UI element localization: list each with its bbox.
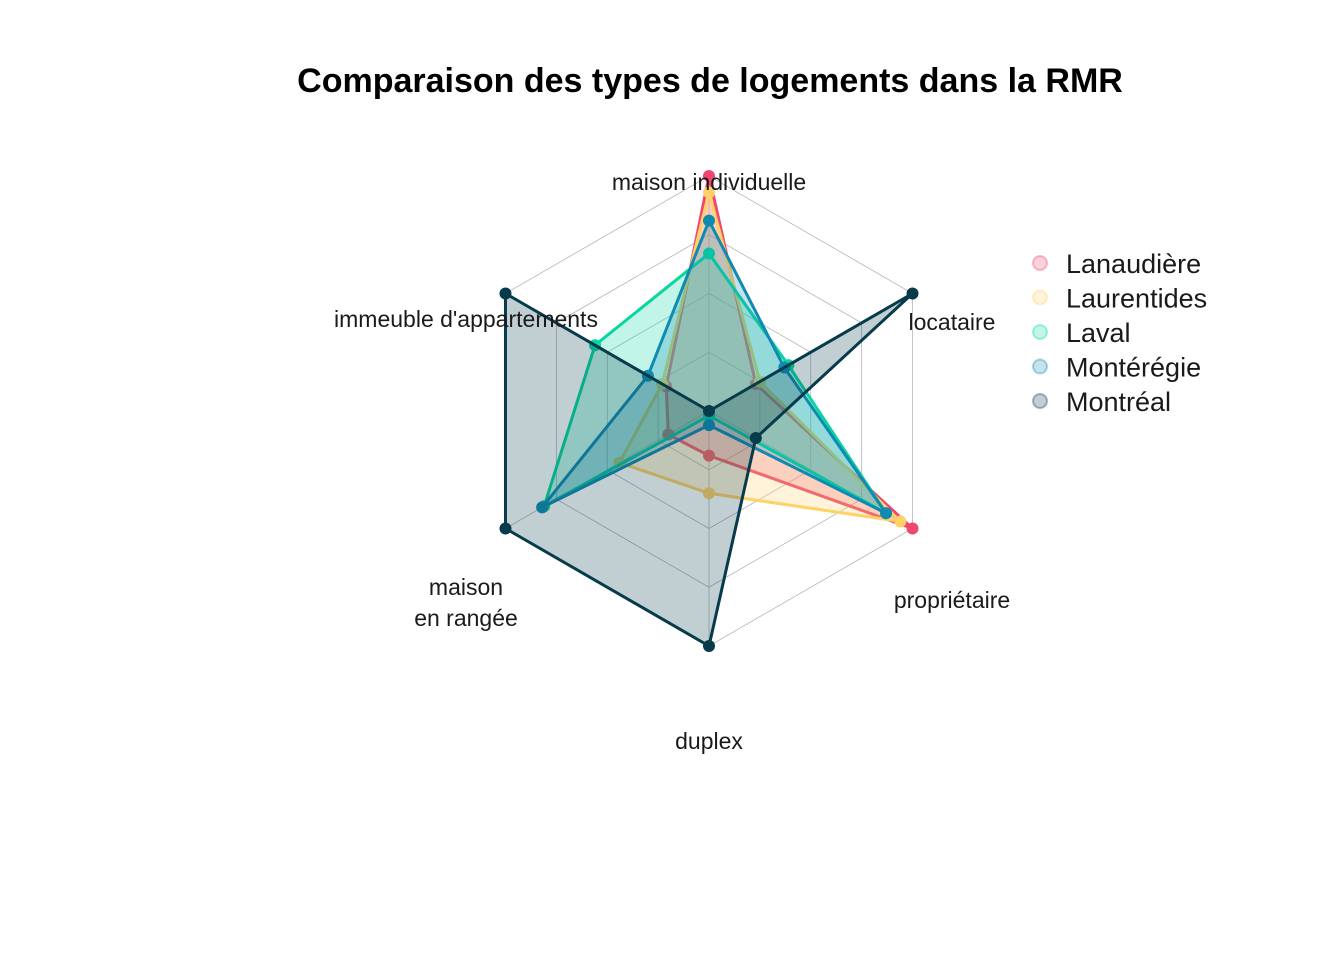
series-montr-al	[499, 287, 919, 652]
legend-swatch	[1032, 358, 1048, 375]
legend-swatch	[1032, 255, 1048, 271]
data-point	[703, 247, 715, 260]
axis-label-proprietaire: propriétaire	[894, 587, 1010, 613]
legend-label: Laurentides	[1066, 284, 1207, 314]
data-point	[880, 507, 893, 520]
legend-swatch	[1032, 393, 1048, 409]
legend-item: Montérégie	[1032, 353, 1201, 383]
legend-label: Montérégie	[1066, 353, 1201, 383]
legend-item: Lanaudière	[1032, 249, 1201, 279]
data-point	[749, 432, 762, 445]
chart-title: Comparaison des types de logements dans …	[297, 62, 1123, 100]
axis-label-locataire: locataire	[909, 309, 996, 335]
data-point	[906, 522, 919, 535]
data-point	[536, 501, 549, 514]
axis-label-duplex: duplex	[675, 728, 743, 754]
axis-labels: maison individuelle locataire propriétaire…	[334, 169, 1010, 754]
legend-label: Montréal	[1066, 387, 1171, 417]
legend-swatch	[1032, 324, 1048, 340]
data-point	[703, 186, 715, 199]
data-point	[703, 487, 715, 500]
axis-label-maison-en-rangee: maison	[429, 574, 503, 600]
data-point	[703, 170, 715, 182]
data-point	[703, 214, 715, 227]
data-point	[703, 640, 715, 652]
legend-label: Laval	[1066, 318, 1131, 348]
legend: Lanaudière Laurentides Laval Montérégie Mont…	[1032, 249, 1207, 417]
data-point	[703, 449, 715, 462]
axis-label-immeuble-appartements: immeuble d'appartements	[334, 306, 598, 332]
legend-label: Lanaudière	[1066, 249, 1201, 279]
data-point	[703, 419, 715, 432]
data-point	[703, 405, 715, 417]
legend-item: Montréal	[1032, 387, 1171, 417]
data-point	[499, 522, 512, 535]
axis-label-maison-en-rangee: en rangée	[414, 605, 518, 631]
legend-item: Laurentides	[1032, 284, 1207, 314]
data-point	[499, 287, 512, 300]
series-layer	[499, 170, 919, 652]
data-point	[906, 287, 919, 300]
data-point	[894, 515, 907, 528]
axis-label-maison-individuelle: maison individuelle	[612, 169, 806, 195]
legend-item: Laval	[1032, 318, 1131, 348]
legend-swatch	[1032, 289, 1048, 306]
